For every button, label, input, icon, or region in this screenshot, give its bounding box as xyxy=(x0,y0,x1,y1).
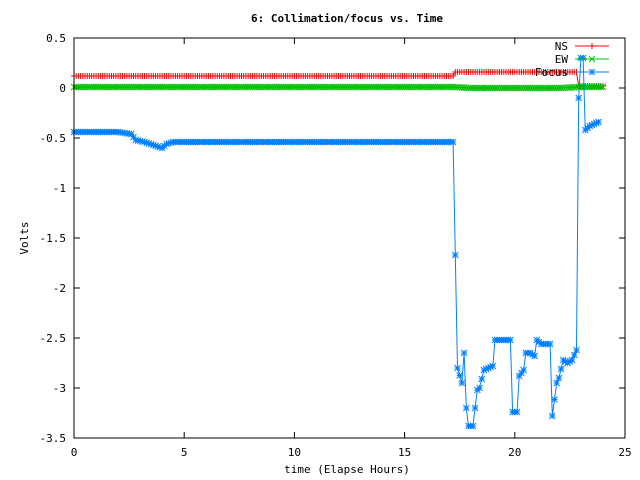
data-point xyxy=(476,384,483,392)
data-point xyxy=(575,94,583,102)
data-point xyxy=(546,340,554,348)
x-tick-label: 15 xyxy=(398,446,411,459)
x-tick-label: 0 xyxy=(71,446,78,459)
data-point xyxy=(462,404,470,412)
legend-marker xyxy=(589,43,595,49)
data-point xyxy=(478,375,486,383)
y-tick-label: -2.5 xyxy=(40,332,67,345)
data-point xyxy=(548,412,556,420)
y-tick-label: -2 xyxy=(53,282,66,295)
data-point xyxy=(579,54,587,62)
data-point xyxy=(458,379,466,387)
data-point xyxy=(507,336,514,344)
x-axis-ticks: 0 5 10 15 20 25 xyxy=(71,38,632,459)
series-focus xyxy=(70,54,602,430)
data-point xyxy=(460,349,468,357)
chart-title: 6: Collimation/focus vs. Time xyxy=(251,12,443,25)
legend-label: Focus xyxy=(535,66,568,79)
y-axis-ticks: 0.5 0 -0.5 -1 -1.5 -2 -2.5 -3 -3.5 xyxy=(40,32,625,445)
data-point xyxy=(573,346,580,354)
y-tick-label: 0.5 xyxy=(46,32,66,45)
series-ew xyxy=(70,83,607,92)
data-point xyxy=(595,118,602,126)
data-point xyxy=(450,73,457,79)
data-point xyxy=(597,83,605,91)
y-tick-label: -3.5 xyxy=(40,432,67,445)
series-layer xyxy=(70,54,607,430)
data-point xyxy=(471,404,479,412)
data-point xyxy=(520,366,527,374)
y-tick-label: -3 xyxy=(53,382,66,395)
legend-label: EW xyxy=(555,53,569,66)
x-tick-label: 5 xyxy=(181,446,188,459)
data-point xyxy=(469,422,477,430)
y-tick-label: 0 xyxy=(59,82,66,95)
plot-border xyxy=(73,37,626,439)
data-point xyxy=(449,138,457,146)
data-point xyxy=(599,83,606,89)
data-point xyxy=(555,374,563,382)
x-tick-label: 20 xyxy=(508,446,521,459)
data-point xyxy=(456,372,464,379)
legend-label: NS xyxy=(555,40,568,53)
y-tick-label: -1 xyxy=(53,182,66,195)
data-point xyxy=(513,408,521,416)
data-point xyxy=(551,396,558,403)
data-point xyxy=(451,251,459,259)
data-point xyxy=(599,83,607,91)
data-point xyxy=(570,351,578,359)
x-axis-label: time (Elapse Hours) xyxy=(284,463,410,476)
y-axis-label: Volts xyxy=(18,221,31,254)
data-point xyxy=(454,364,461,372)
x-tick-label: 25 xyxy=(618,446,631,459)
y-tick-label: -0.5 xyxy=(40,132,67,145)
x-tick-label: 10 xyxy=(288,446,301,459)
data-point xyxy=(531,352,538,360)
series-ns xyxy=(71,69,606,89)
data-point xyxy=(557,365,565,373)
data-point xyxy=(489,362,497,370)
legend-marker xyxy=(588,68,596,76)
legend-marker xyxy=(588,55,596,63)
y-tick-label: -1.5 xyxy=(40,232,67,245)
